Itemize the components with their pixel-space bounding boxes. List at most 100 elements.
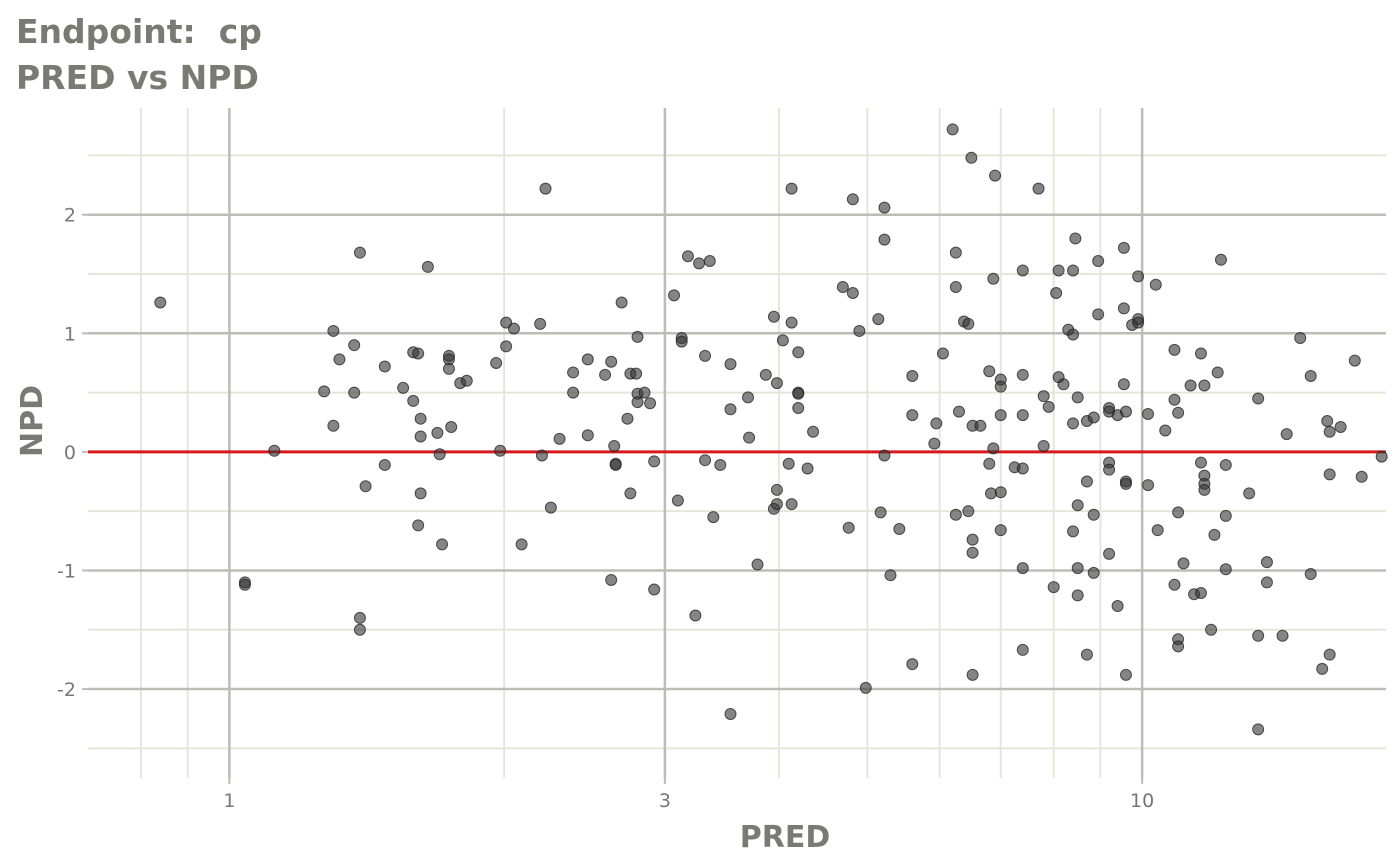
data-point (490, 356, 503, 369)
data-point (353, 246, 366, 259)
data-point (1159, 424, 1172, 437)
data-point (893, 522, 906, 535)
data-point (431, 426, 444, 439)
data-point (872, 313, 885, 326)
data-point (946, 123, 959, 136)
data-point (378, 360, 391, 373)
data-point (994, 409, 1007, 422)
data-point (154, 296, 167, 309)
data-point (1252, 392, 1265, 405)
data-point (1080, 648, 1093, 661)
data-point (874, 506, 887, 519)
points-layer (154, 123, 1388, 736)
data-point (553, 432, 566, 445)
data-point (412, 347, 425, 360)
x-axis-ticks: 1 3 10 (223, 778, 1154, 812)
chart-subtitle: PRED vs NPD (16, 58, 259, 97)
data-point (1194, 456, 1207, 469)
data-point (581, 429, 594, 442)
data-point (567, 366, 580, 379)
data-point (776, 334, 789, 347)
data-point (1071, 562, 1084, 575)
data-point (539, 182, 552, 195)
data-point (962, 505, 975, 518)
data-point (952, 405, 965, 418)
data-point (878, 233, 891, 246)
data-point (1111, 600, 1124, 613)
data-point (1208, 528, 1221, 541)
data-point (1119, 477, 1132, 490)
data-point (671, 494, 684, 507)
data-point (770, 483, 783, 496)
data-point (515, 538, 528, 551)
data-point (1198, 483, 1211, 496)
data-point (333, 353, 346, 366)
data-point (1260, 576, 1273, 589)
data-point (599, 368, 612, 381)
data-point (770, 498, 783, 511)
data-point (1168, 393, 1181, 406)
data-point (414, 412, 427, 425)
data-point (1067, 417, 1080, 430)
data-point (1037, 439, 1050, 452)
data-point (1205, 623, 1218, 636)
data-point (994, 380, 1007, 393)
data-point (1142, 407, 1155, 420)
data-point (581, 353, 594, 366)
data-point (987, 442, 1000, 455)
data-point (605, 355, 618, 368)
data-point (1211, 366, 1224, 379)
data-point (1294, 332, 1307, 345)
data-point (1117, 241, 1130, 254)
data-point (1037, 390, 1050, 403)
data-point (1032, 182, 1045, 195)
data-point (1172, 406, 1185, 419)
data-point (906, 409, 919, 422)
data-point (1016, 368, 1029, 381)
data-point (433, 448, 446, 461)
data-point (445, 420, 458, 433)
data-point (928, 437, 941, 450)
data-point (936, 347, 949, 360)
data-point (966, 533, 979, 546)
data-point (846, 193, 859, 206)
y-tick-label: 1 (64, 323, 76, 345)
data-point (985, 487, 998, 500)
data-point (699, 454, 712, 467)
data-point (327, 324, 340, 337)
data-point (1042, 400, 1055, 413)
major-gridlines (88, 108, 1386, 778)
data-point (884, 569, 897, 582)
chart-title: Endpoint: cp (16, 12, 262, 51)
data-point (792, 402, 805, 415)
data-point (987, 272, 1000, 285)
data-point (989, 169, 1002, 182)
data-point (1194, 347, 1207, 360)
data-point (1214, 253, 1227, 266)
data-point (1219, 509, 1232, 522)
data-point (605, 573, 618, 586)
data-point (681, 250, 694, 263)
data-point (1087, 566, 1100, 579)
data-point (1103, 463, 1116, 476)
data-point (949, 508, 962, 521)
data-point (906, 658, 919, 671)
data-point (966, 668, 979, 681)
data-point (544, 501, 557, 514)
data-point (878, 449, 891, 462)
data-point (353, 611, 366, 624)
data-point (238, 578, 251, 591)
data-point (630, 367, 643, 380)
data-point (378, 458, 391, 471)
data-point (859, 681, 872, 694)
data-point (1132, 316, 1145, 329)
data-point (1323, 425, 1336, 438)
data-point (751, 558, 764, 571)
data-point (327, 419, 340, 432)
data-point (348, 339, 361, 352)
data-point (949, 246, 962, 259)
data-point (412, 519, 425, 532)
data-point (1375, 450, 1388, 463)
data-point (906, 370, 919, 382)
